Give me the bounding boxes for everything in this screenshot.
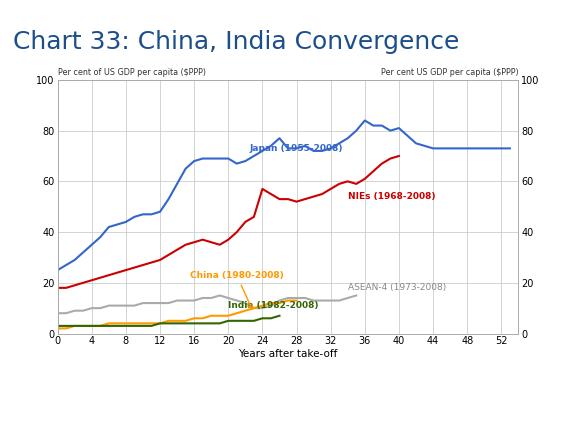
Text: Per cent US GDP per capita ($PPP): Per cent US GDP per capita ($PPP) [381, 68, 518, 77]
Text: Per cent of US GDP per capita ($PPP): Per cent of US GDP per capita ($PPP) [58, 68, 206, 77]
Text: 35: 35 [557, 401, 567, 410]
Text: China (1980-2008): China (1980-2008) [190, 271, 283, 309]
Text: India (1982-2008): India (1982-2008) [228, 301, 319, 310]
Text: Chart 33: China, India Convergence: Chart 33: China, India Convergence [13, 29, 459, 54]
Text: NIEs (1968-2008): NIEs (1968-2008) [348, 192, 435, 201]
Text: ASEAN-4 (1973-2008): ASEAN-4 (1973-2008) [348, 283, 446, 292]
X-axis label: Years after take-off: Years after take-off [238, 349, 338, 359]
Text: Source: The Conference Board Total Economy Database, IMF and Treasury.: Source: The Conference Board Total Econo… [7, 401, 291, 410]
Text: Japan (1955-2008): Japan (1955-2008) [249, 144, 343, 153]
